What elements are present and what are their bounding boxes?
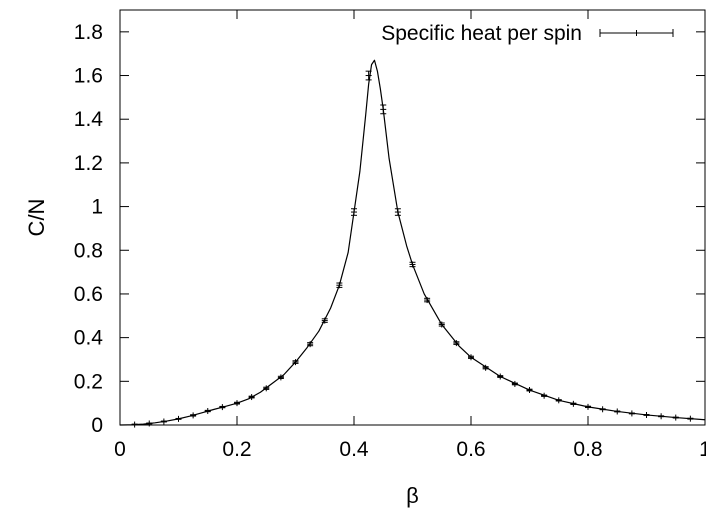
data-point bbox=[424, 297, 431, 304]
y-tick-label: 0 bbox=[91, 414, 103, 437]
data-point bbox=[672, 414, 679, 421]
x-tick-label: 0.2 bbox=[222, 438, 251, 461]
series-curve-layer bbox=[119, 59, 706, 426]
data-point bbox=[570, 400, 577, 407]
data-point bbox=[190, 412, 197, 419]
data-point bbox=[160, 418, 167, 425]
legend-label: Specific heat per spin bbox=[381, 22, 582, 45]
data-point bbox=[555, 397, 562, 404]
data-point bbox=[658, 413, 665, 420]
x-tick-labels: 0 0.2 0.4 0.6 0.8 1 bbox=[114, 438, 706, 461]
data-point bbox=[146, 420, 153, 427]
legend: Specific heat per spin bbox=[381, 22, 674, 45]
data-point bbox=[248, 394, 255, 401]
data-point bbox=[453, 340, 460, 347]
data-point bbox=[263, 385, 270, 392]
data-point bbox=[365, 70, 372, 81]
data-point bbox=[307, 341, 314, 348]
y-tick-label: 0.4 bbox=[74, 327, 104, 350]
data-point bbox=[351, 208, 357, 216]
data-point bbox=[687, 415, 694, 422]
y-tick-labels: 0 0.2 0.4 0.6 0.8 1 1.2 1.4 1.6 1.8 bbox=[74, 21, 104, 437]
data-point bbox=[219, 404, 226, 411]
data-point bbox=[234, 400, 240, 407]
data-point bbox=[204, 408, 211, 415]
data-points-layer bbox=[131, 70, 694, 428]
series-curve bbox=[119, 59, 706, 426]
data-point bbox=[628, 410, 635, 417]
data-point bbox=[175, 415, 182, 422]
data-point bbox=[292, 359, 299, 366]
plot-frame bbox=[119, 9, 706, 426]
y-tick-label: 1.4 bbox=[74, 108, 104, 131]
data-point bbox=[438, 321, 445, 328]
data-point bbox=[511, 380, 518, 387]
data-point bbox=[599, 406, 606, 413]
x-tick-label: 1 bbox=[699, 438, 706, 461]
data-point bbox=[380, 104, 387, 115]
data-point bbox=[526, 387, 533, 394]
y-tick-label: 0.8 bbox=[74, 239, 103, 262]
data-point bbox=[321, 317, 328, 324]
tick-marks bbox=[119, 10, 706, 426]
data-point bbox=[409, 261, 416, 268]
data-point bbox=[482, 364, 489, 371]
data-point bbox=[541, 392, 548, 399]
x-tick-label: 0.8 bbox=[573, 438, 602, 461]
y-tick-label: 0.6 bbox=[74, 283, 103, 306]
x-tick-label: 0 bbox=[114, 438, 126, 461]
y-tick-label: 1 bbox=[91, 196, 103, 219]
data-point bbox=[614, 408, 621, 415]
x-axis-label: β bbox=[406, 483, 419, 508]
data-point bbox=[643, 411, 650, 418]
y-tick-label: 0.2 bbox=[74, 370, 103, 393]
y-tick-label: 1.8 bbox=[74, 21, 103, 44]
y-axis-label: C/N bbox=[24, 199, 49, 237]
data-point bbox=[497, 373, 504, 380]
data-point bbox=[585, 403, 591, 410]
data-point bbox=[394, 208, 401, 216]
data-point bbox=[277, 374, 284, 381]
x-tick-label: 0.6 bbox=[456, 438, 485, 461]
y-tick-label: 1.2 bbox=[74, 152, 103, 175]
data-point bbox=[336, 282, 343, 289]
data-point bbox=[468, 354, 474, 361]
y-tick-label: 1.6 bbox=[74, 65, 103, 88]
x-tick-label: 0.4 bbox=[339, 438, 369, 461]
